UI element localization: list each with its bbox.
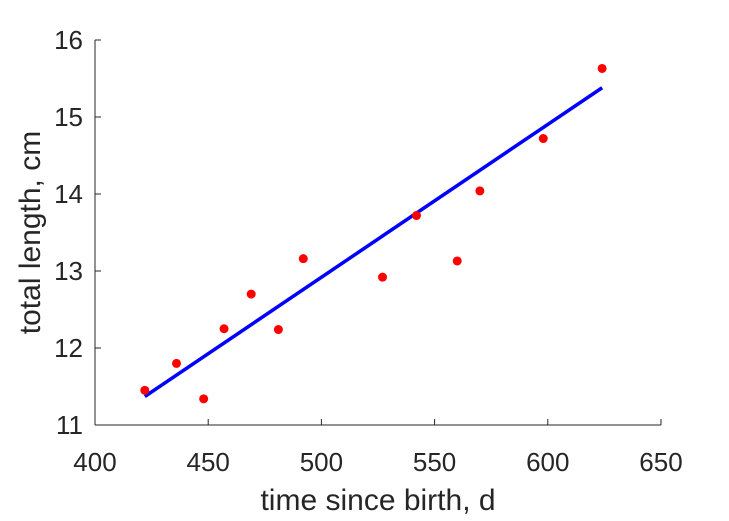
data-point: [411, 211, 421, 221]
y-tick-label: 15: [54, 102, 83, 132]
y-axis-title: total length, cm: [14, 131, 47, 334]
data-point: [199, 394, 209, 404]
x-tick-label: 600: [526, 447, 569, 477]
data-point: [378, 272, 388, 282]
x-tick-label: 400: [73, 447, 116, 477]
data-point: [298, 254, 308, 264]
data-point: [452, 256, 462, 266]
y-tick-label: 12: [54, 333, 83, 363]
plot-series: [140, 63, 607, 404]
x-tick-label: 650: [639, 447, 682, 477]
x-axis-title: time since birth, d: [260, 484, 495, 517]
y-tick-label: 11: [56, 410, 83, 440]
axes: [94, 40, 661, 426]
y-tick-label: 16: [54, 25, 83, 55]
data-point: [273, 325, 283, 335]
data-point: [246, 289, 256, 299]
x-tick-label: 450: [187, 447, 230, 477]
x-tick-label: 500: [300, 447, 343, 477]
data-point: [538, 134, 548, 144]
data-point: [597, 63, 607, 73]
data-point: [140, 385, 150, 395]
x-tick-label: 550: [413, 447, 456, 477]
data-point: [219, 324, 229, 334]
fit-line: [143, 86, 604, 398]
x-axis-ticks: 400 450 500 550 600 650: [73, 419, 683, 477]
y-tick-label: 13: [54, 256, 83, 286]
data-point: [172, 358, 182, 368]
y-axis-ticks: 11 12 13 14 15 16: [54, 25, 101, 440]
y-tick-label: 14: [54, 179, 83, 209]
data-point: [475, 186, 485, 196]
